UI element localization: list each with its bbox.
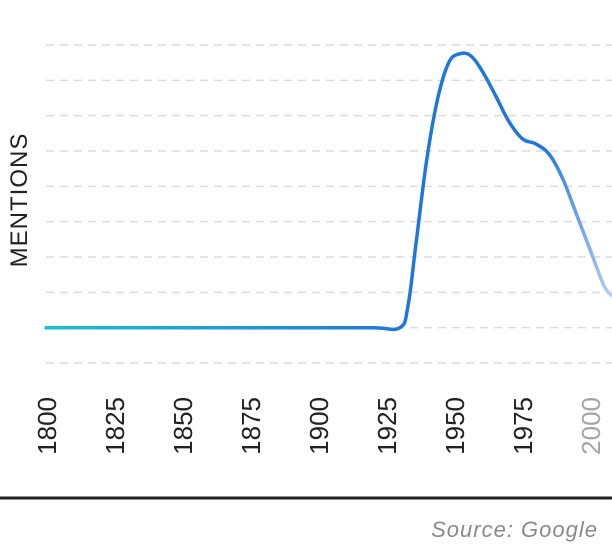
y-axis-title: MENTIONS bbox=[6, 133, 33, 268]
x-tick-label: 1800 bbox=[32, 397, 62, 455]
x-tick-label: 1900 bbox=[304, 397, 334, 455]
x-tick-label: 1850 bbox=[168, 397, 198, 455]
x-tick-label: 1825 bbox=[100, 397, 130, 455]
x-tick-labels: 1800 1825 1850 1875 1900 1925 1950 1975 2000 bbox=[32, 397, 606, 455]
series-line bbox=[44, 51, 612, 332]
x-tick-label: 1925 bbox=[372, 397, 402, 455]
x-tick-label: 2000 bbox=[576, 397, 606, 455]
source-note: Source: Google bbox=[431, 517, 598, 542]
gridlines bbox=[46, 44, 612, 364]
x-tick-label: 1950 bbox=[440, 397, 470, 455]
x-tick-label: 1875 bbox=[236, 397, 266, 455]
x-tick-label: 1975 bbox=[508, 397, 538, 455]
